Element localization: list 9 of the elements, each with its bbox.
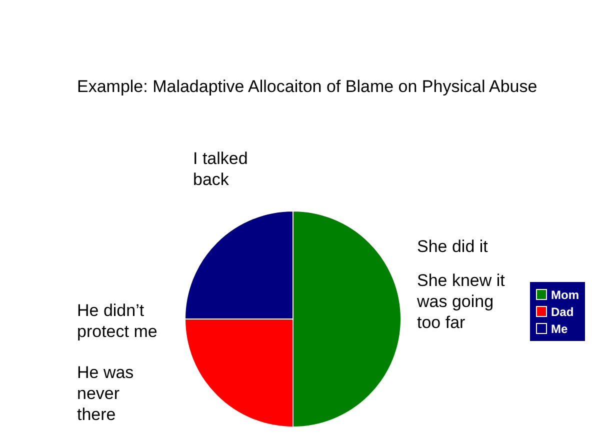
text: She knew it was going too far: [417, 270, 506, 333]
text: He didn’t protect me: [77, 300, 158, 342]
legend-label: Mom: [551, 288, 579, 302]
chart-title: Example: Maladaptive Allocaiton of Blame on Physical Abuse: [77, 76, 538, 98]
legend-label: Me: [551, 322, 568, 336]
text: She did it: [417, 236, 489, 257]
text: He was never there: [77, 362, 135, 425]
legend-label: Dad: [551, 304, 574, 318]
text: I talked back: [193, 148, 249, 190]
